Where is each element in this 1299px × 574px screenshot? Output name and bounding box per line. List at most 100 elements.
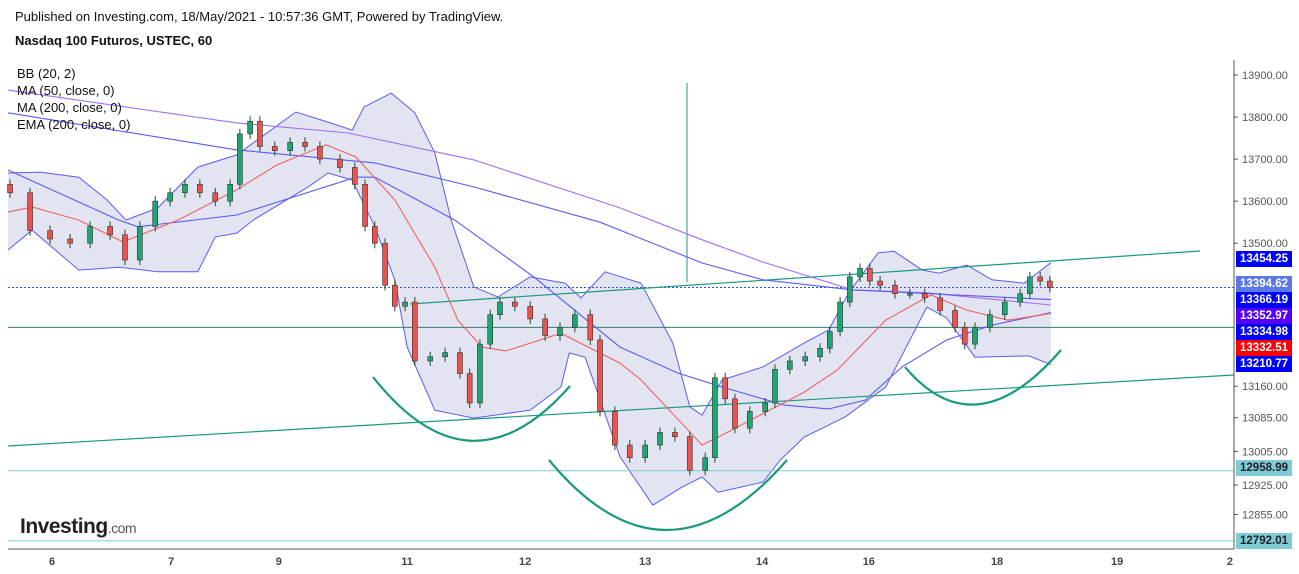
arc-head[interactable] (548, 459, 788, 531)
arc-left-shoulder[interactable] (372, 376, 571, 442)
candle (827, 326, 833, 354)
candle (847, 271, 853, 308)
candle (212, 187, 219, 207)
candle (67, 233, 73, 249)
candle-body (212, 192, 219, 202)
candle-body (7, 184, 13, 194)
candle-body (227, 184, 233, 202)
candle (626, 440, 633, 463)
candle-body (427, 356, 433, 362)
candle-body (921, 293, 928, 299)
candle (27, 187, 33, 236)
candle (382, 238, 388, 291)
candle-body (657, 432, 663, 446)
candle (457, 347, 463, 379)
logo-main: Investing (20, 515, 108, 538)
bb-lower-line (7, 172, 1052, 506)
y-tick-label: 13085.00 (1242, 413, 1288, 425)
candle-body (371, 226, 378, 244)
candle (557, 322, 563, 341)
candle-body (987, 314, 993, 328)
candle-body (1017, 293, 1023, 303)
candle-body (477, 343, 483, 404)
candle (237, 128, 243, 190)
candle (412, 297, 418, 367)
candle-body (1001, 301, 1008, 315)
candle-body (732, 398, 738, 429)
candle-body (107, 226, 113, 236)
candle-body (382, 242, 388, 286)
candle-body (67, 238, 73, 244)
candle-body (712, 377, 718, 458)
candle-body (907, 293, 913, 296)
candle-body (87, 226, 93, 244)
candle-body (572, 314, 578, 328)
candle-body (877, 280, 883, 286)
legend-ema200[interactable]: EMA (200, close, 0) (17, 117, 131, 132)
candle-body (762, 402, 768, 412)
arc-right-shoulder[interactable] (904, 349, 1062, 406)
candle-body (626, 444, 633, 458)
candle (362, 179, 368, 232)
series-line-1 (7, 112, 1051, 301)
candle-body (152, 200, 159, 227)
candle (722, 372, 728, 404)
candle (497, 297, 503, 320)
y-tick-label: 13900.00 (1242, 70, 1288, 82)
candle-body (557, 327, 563, 337)
legend-ma200[interactable]: MA (200, close, 0) (17, 100, 122, 115)
candle (107, 221, 113, 240)
legend-ma50[interactable]: MA (50, close, 0) (17, 83, 115, 98)
candle-body (247, 120, 253, 135)
candle-body (702, 457, 708, 471)
candle (961, 322, 968, 350)
candle-body (1027, 276, 1033, 294)
candle (712, 372, 718, 463)
trendline-lower[interactable] (7, 374, 1235, 447)
candle (442, 347, 448, 362)
x-tick-label: 2 (1227, 556, 1233, 568)
candle-body (827, 331, 833, 349)
candle (466, 368, 473, 409)
candle (921, 288, 928, 303)
candle (857, 263, 863, 282)
candle (477, 339, 483, 409)
candle-body (672, 432, 678, 437)
candle-body (527, 305, 534, 320)
candle (317, 141, 323, 165)
neckline-upper[interactable] (409, 250, 1201, 305)
chart-title: Nasdaq 100 Futuros, USTEC, 60 (15, 33, 213, 48)
candle-body (937, 297, 943, 311)
x-tick-label: 11 (401, 556, 413, 568)
y-tick-label: 12925.00 (1242, 480, 1288, 492)
candle-body (972, 327, 978, 345)
candle-body (317, 146, 323, 160)
candle-body (257, 120, 263, 147)
candle-body (847, 276, 853, 303)
candle (152, 196, 159, 232)
candle-body (857, 268, 863, 278)
candle (257, 116, 263, 152)
candle-body (772, 369, 778, 404)
legend-bb[interactable]: BB (20, 2) (17, 66, 76, 81)
candle (7, 179, 13, 198)
y-tick-label: 13800.00 (1242, 112, 1288, 124)
candle-body (746, 411, 753, 429)
candle (392, 280, 398, 312)
axes: 13900.00 13800.00 13700.00 13600.00 13500.00… (8, 60, 1288, 568)
candle-body (612, 411, 618, 446)
candle (122, 229, 128, 266)
x-tick-label: 12 (519, 556, 531, 568)
candle (371, 221, 378, 249)
y-tick-label: 13160.00 (1242, 381, 1288, 393)
candle (427, 351, 433, 367)
candle (597, 334, 603, 417)
candle (227, 179, 233, 207)
candle (972, 322, 978, 350)
candle (907, 288, 913, 299)
candle (657, 427, 663, 451)
candle (402, 297, 408, 312)
candle-body (952, 310, 958, 328)
candle-body (302, 141, 308, 147)
